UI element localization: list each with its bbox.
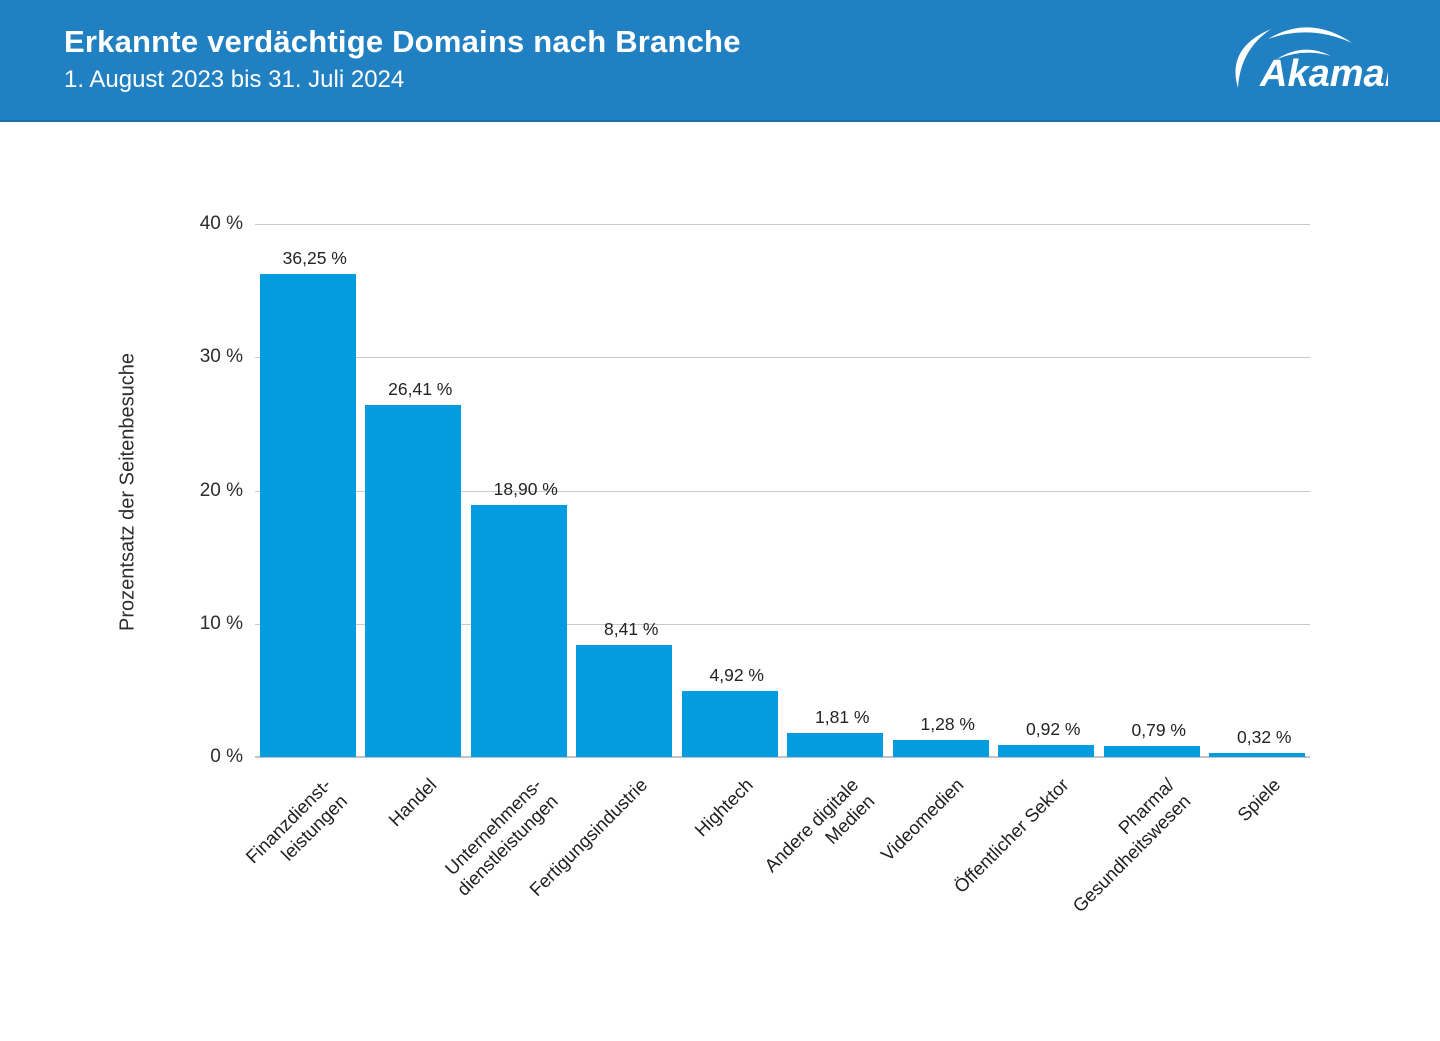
bar-value-label: 36,25 % (282, 248, 347, 269)
x-category-label: Handel (384, 774, 441, 831)
bar (259, 274, 356, 757)
bar-value-label: 0,32 % (1237, 726, 1292, 747)
x-category-label-line: Hightech (690, 774, 757, 841)
y-tick-label: 40 % (199, 213, 243, 235)
bar (787, 732, 884, 757)
gridline (255, 224, 1310, 226)
y-tick-label: 10 % (199, 612, 243, 634)
x-category-label: Hightech (690, 774, 758, 842)
x-category-label-line: Spiele (1232, 774, 1285, 826)
x-category-label-line: Handel (383, 774, 441, 831)
x-category-label: Finanzdienst-leistungen (241, 774, 351, 884)
bar-value-label: 18,90 % (493, 479, 558, 500)
x-axis-line (255, 756, 1310, 758)
gridline (255, 490, 1310, 492)
bar-value-label: 1,28 % (920, 713, 975, 734)
akamai-logo: Akamai (1235, 27, 1388, 95)
y-tick-label: 30 % (199, 346, 243, 368)
bar-value-label: 8,41 % (604, 618, 659, 639)
x-category-label: Spiele (1233, 774, 1285, 826)
gridline (255, 357, 1310, 359)
x-category-label-line: Videomedien (876, 774, 968, 865)
akamai-swoosh-icon (1235, 27, 1352, 88)
akamai-logo-text: Akamai (1259, 53, 1388, 95)
bar (576, 644, 673, 757)
bar (470, 505, 567, 757)
x-category-label: Andere digitale Medien (760, 774, 879, 893)
bar-value-label: 26,41 % (388, 379, 453, 400)
gridline (255, 623, 1310, 625)
bar-value-label: 4,92 % (709, 665, 764, 686)
header: Erkannte verdächtige Domains nach Branch… (0, 0, 1440, 122)
bar (892, 739, 989, 757)
bar (1209, 752, 1306, 757)
bar-value-label: 0,92 % (1026, 718, 1081, 739)
x-category-label: Öffentlicher Sektor (950, 774, 1074, 898)
x-category-label: Pharma/Gesundheitswesen (1052, 774, 1195, 917)
y-tick-label: 0 % (210, 746, 243, 767)
bar (998, 744, 1095, 757)
bar (1103, 746, 1200, 757)
x-category-label: Videomedien (877, 774, 969, 866)
page-subtitle: 1. August 2023 bis 31. Juli 2024 (64, 66, 405, 93)
bar (681, 691, 778, 757)
bar-value-label: 0,79 % (1131, 720, 1186, 741)
y-tick-label: 20 % (199, 479, 243, 501)
bar (365, 405, 462, 757)
header-text: Erkannte verdächtige Domains nach Branch… (64, 23, 741, 96)
page-title: Erkannte verdächtige Domains nach Branch… (64, 24, 741, 59)
x-category-label-line: Öffentlicher Sektor (950, 774, 1074, 897)
bar-value-label: 1,81 % (815, 706, 870, 727)
